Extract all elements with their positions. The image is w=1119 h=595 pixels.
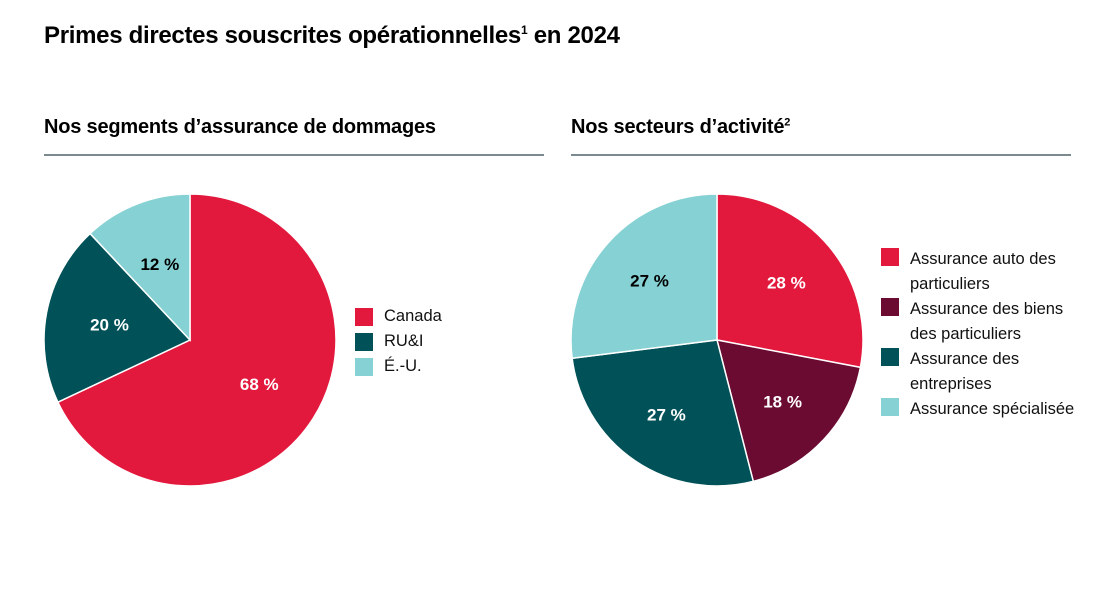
chart-title-segments: Nos segments d’assurance de dommages xyxy=(44,116,436,138)
pie-slice xyxy=(88,193,191,342)
data-label: 28 % xyxy=(767,274,806,293)
legend-label: Canada xyxy=(384,307,442,325)
page-title: Primes directes souscrites opérationnell… xyxy=(44,22,620,49)
legend-item: Assurance des biens des particuliers xyxy=(881,297,1081,347)
legend-swatch xyxy=(881,348,899,366)
legend-label: RU&I xyxy=(384,332,424,350)
legend-swatch xyxy=(881,248,899,266)
legend-sectors: Assurance auto des particuliers Assurance… xyxy=(881,247,1081,447)
legend-item: Assurance des entreprises xyxy=(881,347,1081,397)
legend-label: Assurance spécialisée xyxy=(910,400,1075,418)
legend-swatch xyxy=(355,358,373,376)
data-label: 68 % xyxy=(240,375,279,394)
legend-item: É.-U. xyxy=(355,357,442,382)
legend-item: Assurance auto des particuliers xyxy=(881,247,1081,297)
pie-slice xyxy=(570,193,718,360)
data-label: 12 % xyxy=(140,255,179,274)
legend-swatch xyxy=(881,298,899,316)
legend-item: RU&I xyxy=(355,332,442,357)
chart-title-sectors: Nos secteurs d’activité2 xyxy=(571,116,791,138)
data-label: 27 % xyxy=(630,271,669,290)
legend-label: É.-U. xyxy=(384,357,422,375)
legend-label: Assurance auto des particuliers xyxy=(910,250,1056,293)
legend-swatch xyxy=(881,398,899,416)
legend-swatch xyxy=(355,333,373,351)
divider xyxy=(571,154,1071,156)
pie-slice xyxy=(571,339,755,487)
legend-swatch xyxy=(355,308,373,326)
pie-slice xyxy=(43,232,192,404)
divider xyxy=(44,154,544,156)
pie-slice xyxy=(715,339,862,483)
legend-label: Assurance des entreprises xyxy=(910,350,1020,393)
pie-slice xyxy=(716,193,864,369)
legend-item: Canada xyxy=(355,307,442,332)
legend-item: Assurance spécialisée xyxy=(881,397,1081,447)
data-label: 27 % xyxy=(647,405,686,424)
legend-label: Assurance des biens des particuliers xyxy=(910,300,1064,343)
data-label: 18 % xyxy=(763,393,802,412)
legend-segments: Canada RU&I É.-U. xyxy=(355,307,442,382)
data-label: 20 % xyxy=(90,316,129,335)
pie-slice xyxy=(56,193,337,487)
